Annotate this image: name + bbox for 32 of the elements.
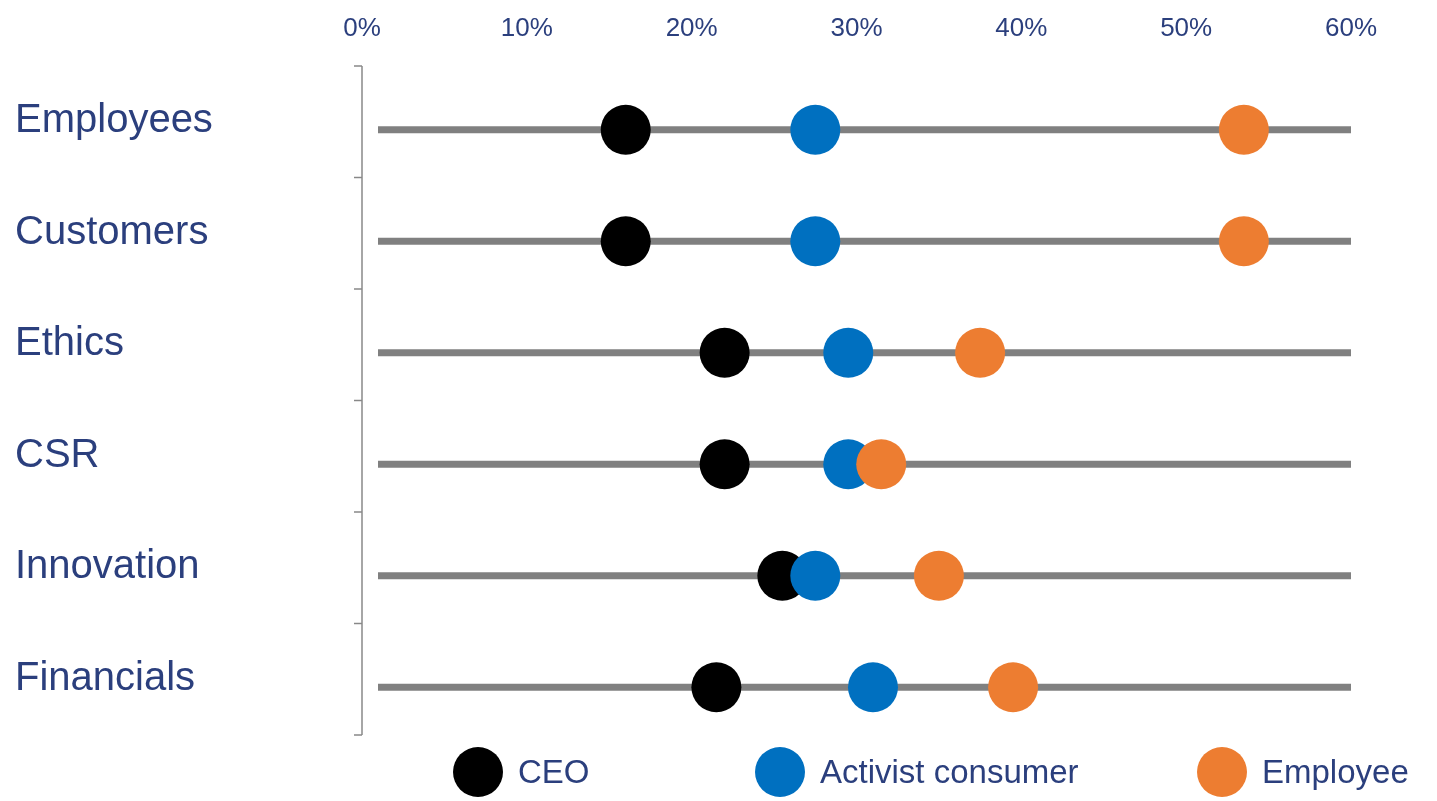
y-tick-label: Innovation: [15, 542, 200, 587]
y-tick-label: Employees: [15, 96, 213, 141]
point: [699, 327, 750, 378]
point: [600, 216, 651, 267]
point: [699, 439, 750, 490]
legend-label: CEO: [518, 752, 590, 790]
point: [1218, 216, 1269, 267]
y-tick-label: Ethics: [15, 319, 124, 364]
x-tick-label: 20%: [665, 12, 718, 42]
x-tick-label: 60%: [1324, 12, 1378, 42]
x-tick-label: 50%: [1160, 12, 1213, 42]
x-tick-label: 10%: [500, 12, 553, 42]
point: [1218, 104, 1269, 155]
y-tick-label: Customers: [15, 207, 209, 252]
y-tick-label: CSR: [15, 430, 100, 475]
x-tick-label: 30%: [830, 12, 883, 42]
point: [790, 216, 841, 267]
point: [823, 327, 874, 378]
point: [790, 104, 841, 155]
point: [691, 662, 742, 713]
point: [988, 662, 1039, 713]
legend-label: Employee: [1262, 752, 1409, 790]
legend-label: Activist consumer: [820, 752, 1079, 790]
y-tick-label: Financials: [15, 653, 196, 698]
point: [600, 104, 651, 155]
point: [790, 550, 841, 601]
point: [955, 327, 1006, 378]
point: [847, 662, 898, 713]
point: [913, 550, 964, 601]
point: [856, 439, 907, 490]
x-tick-label: 0%: [343, 12, 381, 42]
x-tick-label: 40%: [995, 12, 1048, 42]
